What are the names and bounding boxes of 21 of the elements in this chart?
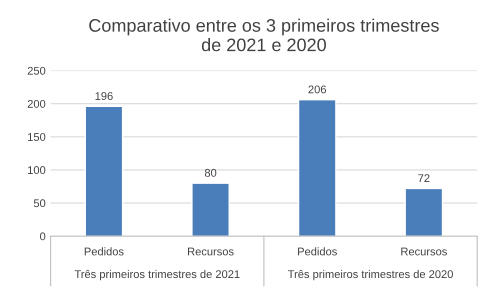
y-tick-label: 150 [28, 133, 46, 141]
data-label: 72 [418, 174, 430, 182]
y-tick-label: 50 [34, 199, 46, 208]
x-tick-label: Recursos [188, 248, 234, 256]
y-tick-label: 250 [28, 66, 46, 75]
y-tick-label: 100 [28, 166, 46, 174]
data-label: 206 [308, 85, 326, 94]
y-tick-label: 0 [40, 232, 46, 240]
bar [84, 106, 124, 236]
bar [298, 99, 337, 236]
data-label: 80 [204, 168, 216, 177]
bar [191, 182, 230, 236]
x-tick-label: Recursos [401, 248, 447, 256]
y-tick-label: 200 [28, 100, 46, 108]
data-label: 196 [96, 92, 113, 100]
x-tick-label: Pedidos [84, 247, 124, 256]
x-tick-label: Pedidos [298, 247, 337, 256]
text: Três primeiros trimestres de 2021 [74, 270, 240, 280]
text: Três primeiros trimestres de 2020 [288, 270, 453, 280]
bar [404, 188, 444, 236]
chart-title: Comparativo entre os 3 primeiros trimestres de 2021 e 2020 [89, 18, 439, 52]
